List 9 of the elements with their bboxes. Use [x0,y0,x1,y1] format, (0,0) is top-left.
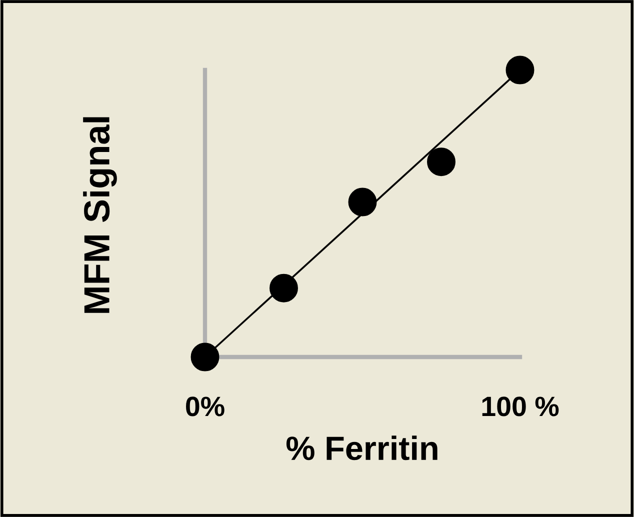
y-axis-title: MFM Signal [83,117,117,313]
point [427,148,456,176]
point [506,56,534,84]
x-tick-label: 0% [186,396,224,416]
point [190,342,220,372]
x-tick-label: 100 % [482,396,559,416]
x-axis-title: % Ferritin [286,436,438,460]
point [348,188,377,216]
point [270,274,298,302]
